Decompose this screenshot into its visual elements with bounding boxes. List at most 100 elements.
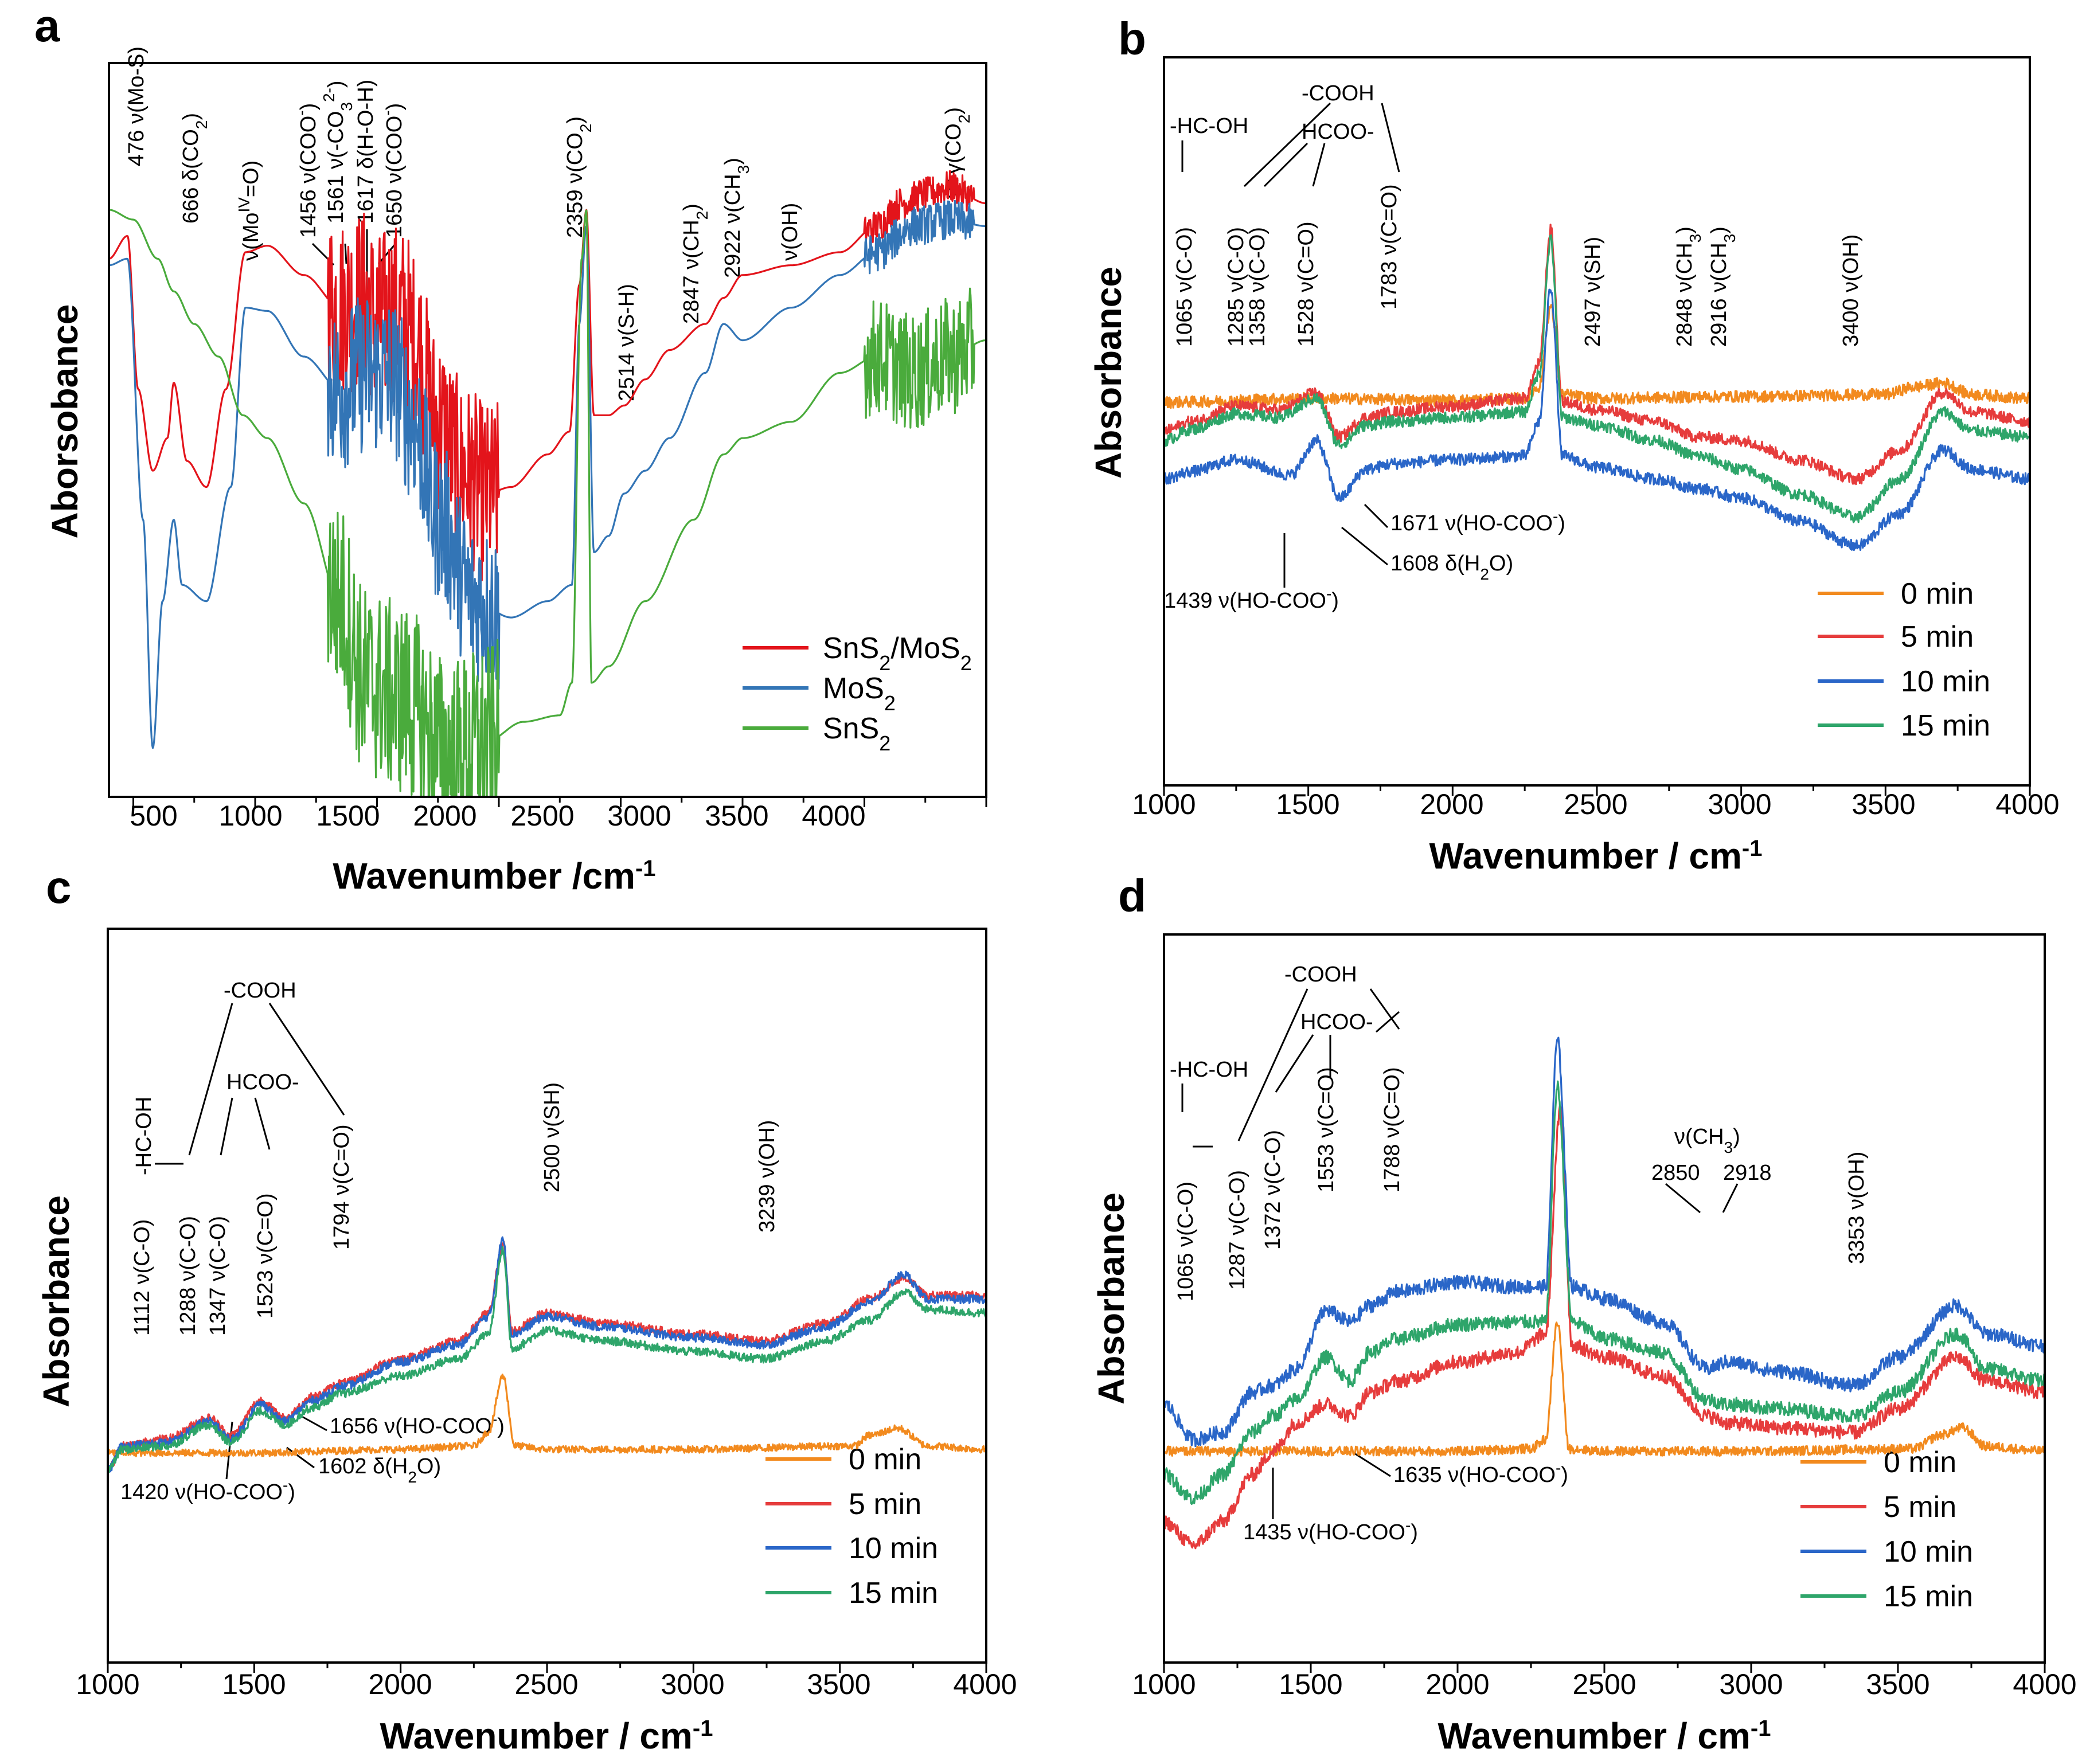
series-group-c: [108, 1236, 986, 1474]
chart-panel-d: 1000 1500 2000 2500 3000 3500 4000 Waven…: [1091, 963, 2077, 1757]
annotation-arrow: [1341, 526, 1388, 566]
x-axis-title-a: Wavenumber /cm-1: [333, 855, 655, 897]
annotation: 476 ν(Mo-S): [124, 46, 149, 166]
series-line-10-min: [1164, 1037, 2045, 1448]
annotation: 2514 ν(S-H): [615, 284, 639, 401]
annotation: 1635 ν(HO-COO-): [1393, 1459, 1568, 1488]
panel-letter-b: b: [1118, 13, 1146, 64]
legend-label: MoS2: [823, 672, 896, 715]
annotation: 1783 ν(C=O): [1377, 184, 1401, 310]
series-line-15-min: [1164, 1080, 2045, 1505]
annotation-arrow: [1381, 103, 1400, 173]
series-group-a: [109, 170, 986, 797]
x-tick-label: 2500: [1572, 1668, 1636, 1700]
annotation: 2918: [1723, 1161, 1772, 1185]
x-tick-label: 3000: [607, 800, 671, 832]
x-tick-label: 1000: [218, 800, 282, 832]
x-tick-label: 2500: [510, 800, 574, 832]
annotation-arrow: [225, 1421, 233, 1480]
annotation: 1528 ν(C=O): [1294, 221, 1318, 347]
annotation: 2848 ν(CH3): [1673, 226, 1704, 347]
annotation-arrow: [220, 1097, 233, 1156]
x-axis-title-d: Wavenumber / cm-1: [1438, 1715, 1771, 1757]
series-line-mos2: [109, 200, 986, 749]
annotation: 1650 ν(COO-): [378, 103, 407, 238]
annotation: 1372 ν(C-O): [1261, 1130, 1285, 1250]
legend-label: 5 min: [1901, 620, 1974, 654]
legend-label: 10 min: [849, 1532, 938, 1565]
x-axis-title-b: Wavenumber / cm-1: [1429, 835, 1763, 877]
annotation-arrow: [1237, 988, 1308, 1141]
peak-annotations-d: -HC-OH -COOH HCOO- 1065 ν(C-O) 1287 ν(C-…: [1170, 963, 1869, 1544]
legend-c: 0 min 5 min 10 min 15 min: [765, 1443, 938, 1610]
annotation: 1288 ν(C-O): [176, 1216, 200, 1336]
legend-label: 15 min: [849, 1577, 938, 1610]
panel-letter-d: d: [1118, 870, 1146, 921]
annotation: ν(CH3): [1674, 1125, 1740, 1156]
x-tick-label: 1500: [222, 1668, 286, 1700]
x-axis-title-c: Wavenumber / cm-1: [380, 1715, 713, 1757]
series-line-5-min: [1164, 1105, 2045, 1550]
series-line-5-min: [1164, 224, 2030, 486]
annotation: 1523 ν(C=O): [253, 1193, 278, 1319]
legend-label: SnS2/MoS2: [823, 632, 972, 675]
x-tick-label: 3500: [807, 1668, 870, 1700]
legend-label: 10 min: [1884, 1535, 1973, 1569]
annotation: 3353 ν(OH): [1845, 1152, 1869, 1264]
annotation-arrow: [1665, 1183, 1701, 1214]
annotation: 1065 ν(C-O): [1174, 1182, 1198, 1301]
annotation: 1671 ν(HO-COO-): [1390, 507, 1565, 536]
series-line-15-min: [108, 1246, 986, 1473]
annotation: HCOO-: [1300, 1010, 1373, 1034]
annotation: 1602 δ(H2O): [318, 1454, 441, 1486]
annotation-arrow: [188, 1003, 233, 1156]
annotation-arrow: [1722, 1183, 1739, 1213]
x-tick-label: 3500: [705, 800, 768, 832]
legend-label: 15 min: [1884, 1580, 1973, 1613]
series-line-sns2: [109, 209, 986, 797]
chart-panel-b: 1000 1500 2000 2500 3000 3500 4000 Waven…: [1088, 81, 2060, 877]
series-group-b: [1164, 224, 2030, 551]
series-line-sns2-mos2: [109, 170, 986, 581]
annotation: 1439 ν(HO-COO-): [1164, 585, 1339, 613]
annotation: HCOO-: [226, 1070, 299, 1094]
series-group-d: [1164, 1037, 2045, 1550]
annotation: 1358 ν(C-O): [1245, 227, 1269, 347]
panel-letter-c: c: [46, 862, 72, 913]
annotation: 1788 ν(C=O): [1380, 1067, 1404, 1192]
annotation: 1435 ν(HO-COO-): [1243, 1516, 1418, 1545]
legend-label: 10 min: [1901, 665, 1990, 698]
annotation: 3239 ν(OH): [755, 1120, 779, 1233]
x-tick-label: 1500: [316, 800, 380, 832]
x-tick-label: 3000: [1708, 788, 1771, 820]
frame-layer: [107, 56, 2046, 1673]
peak-annotations-b: -HC-OH -COOH HCOO- 1065 ν(C-O) 1285 ν(C-…: [1164, 81, 1863, 613]
annotation: 2359 ν(CO2): [563, 116, 595, 238]
annotation: 1794 ν(C=O): [330, 1124, 354, 1250]
annotation: HCOO-: [1302, 120, 1374, 144]
annotation: 1287 ν(C-O): [1225, 1170, 1249, 1290]
annotation: 1285 ν(C-O): [1224, 227, 1248, 347]
series-line-0-min: [108, 1374, 986, 1457]
annotation: 3400 ν(OH): [1839, 234, 1863, 347]
peak-annotations-a: 476 ν(Mo-S) 666 δ(CO2) ν(MoIV=O) 1456 ν(…: [124, 46, 973, 401]
annotation: 1656 ν(HO-COO-): [330, 1410, 505, 1439]
legend-label: 15 min: [1901, 709, 1990, 742]
x-tick-label: 4000: [1995, 788, 2059, 820]
x-tick-labels-c: 1000 1500 2000 2500 3000 3500 4000: [76, 1668, 1017, 1700]
annotation: -HC-OH: [132, 1097, 156, 1175]
series-line-0-min: [1164, 304, 2030, 409]
x-tick-labels-a: 500 1000 1500 2000 2500 3000 3500 4000: [130, 800, 865, 832]
annotation: -COOH: [1284, 963, 1357, 987]
x-tick-label: 4000: [802, 800, 865, 832]
annotation-arrow: [254, 1097, 271, 1150]
annotation: 1553 ν(C=O): [1314, 1067, 1338, 1192]
legend-label: SnS2: [823, 712, 890, 755]
annotation: 1420 ν(HO-COO-): [120, 1476, 295, 1505]
annotation-arrow: [286, 1446, 315, 1469]
x-tick-label: 2000: [1425, 1668, 1489, 1700]
series-line-10-min: [1164, 288, 2030, 551]
annotation: -COOH: [224, 979, 296, 1003]
